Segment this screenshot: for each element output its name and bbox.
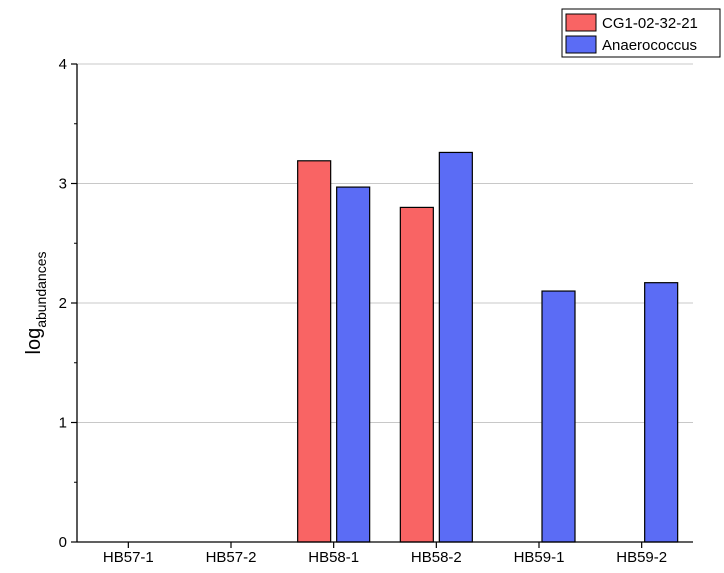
bars [297,151,679,543]
tick-labels: 0 1 2 3 4 HB57-1 HB57-2 HB58-1 HB58-2 HB59-1 HB59-… [59,56,667,566]
grid-lines [77,63,693,423]
bar-HB59-2-series-1 [644,282,679,543]
y-axis-title-subscript: abundances [33,252,49,328]
y-tick-label-4: 4 [59,56,67,73]
y-tick-label-3: 3 [59,176,67,193]
x-tick-label-3: HB58-2 [411,549,462,566]
y-tick-label-0: 0 [59,534,67,551]
bar-HB58-1-series-1 [336,186,371,543]
x-tick-label-1: HB57-2 [206,549,257,566]
y-axis-title-main: log [23,328,45,355]
bar-HB58-2-series-0 [399,206,434,543]
legend-swatch-0 [565,13,597,32]
y-tick-label-1: 1 [59,415,67,432]
legend-swatch-1 [565,35,597,54]
bar-HB58-2-series-1 [438,151,473,543]
legend-label-1: Anaerococcus [602,37,697,54]
x-tick-label-4: HB59-1 [514,549,565,566]
x-tick-label-5: HB59-2 [616,549,667,566]
y-axis-title: logabundances [23,252,49,355]
legend: CG1-02-32-21 Anaerococcus [561,8,721,58]
x-tick-label-2: HB58-1 [308,549,359,566]
bar-HB59-1-series-1 [541,290,576,543]
x-tick-label-0: HB57-1 [103,549,154,566]
y-tick-label-2: 2 [59,295,67,312]
axes [71,63,693,548]
legend-label-0: CG1-02-32-21 [602,15,698,32]
bar-HB58-1-series-0 [297,160,332,543]
